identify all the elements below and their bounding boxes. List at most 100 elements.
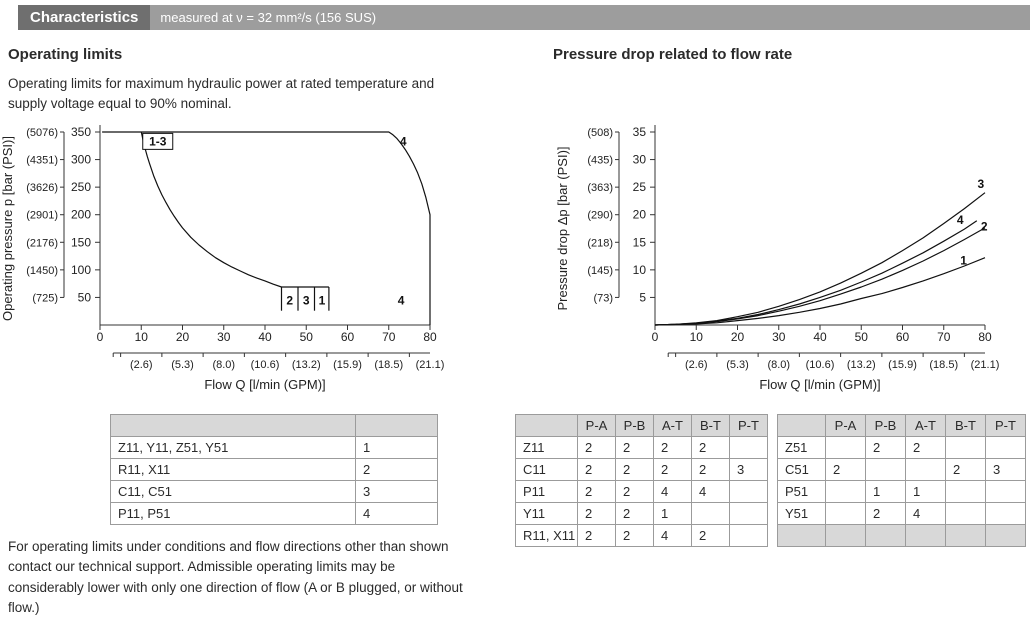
row-label-cell: P11, P51 [110, 502, 356, 525]
value-cell: 2 [691, 458, 730, 481]
table-row: C51 2 2 3 [777, 458, 1026, 481]
row-label-cell: Z11 [515, 436, 578, 459]
table-row: Z51 2 2 [777, 436, 1026, 459]
operating-limits-note: For operating limits under conditions an… [8, 539, 463, 615]
value-cell: 4 [653, 480, 692, 503]
pressure-drop-chart: 5(73)10(145)15(218)20(290)25(363)30(435)… [555, 125, 1000, 392]
svg-text:10: 10 [633, 263, 647, 277]
x-axis-title: Flow Q [l/min (GPM)] [759, 377, 880, 392]
value-cell [945, 524, 986, 547]
svg-text:30: 30 [633, 153, 647, 167]
value-cell: 2 [615, 524, 654, 547]
x-axis-title: Flow Q [l/min (GPM)] [204, 377, 325, 392]
svg-text:(508): (508) [587, 127, 613, 139]
row-label-cell: C51 [777, 458, 826, 481]
table-row: Y51 2 4 [777, 502, 1026, 525]
svg-text:300: 300 [71, 153, 91, 167]
table-row: R11, X11 2 [110, 458, 438, 481]
column-header: P-B [615, 414, 654, 437]
column-header-empty [777, 414, 826, 437]
value-cell: 2 [865, 436, 906, 459]
svg-text:30: 30 [217, 330, 231, 344]
value-cell: 2 [355, 458, 438, 481]
table-row: R11, X11 2 2 4 2 [515, 524, 768, 547]
svg-text:80: 80 [423, 330, 437, 344]
svg-text:200: 200 [71, 208, 91, 222]
svg-text:(363): (363) [587, 182, 613, 194]
value-cell [985, 480, 1026, 503]
operating-limits-chart: 50(725)100(1450)150(2176)200(2901)250(36… [0, 125, 444, 392]
table-row: P11, P51 4 [110, 502, 438, 525]
curve-label-1: 1 [319, 294, 326, 308]
value-cell [905, 524, 946, 547]
curve-label-4: 4 [957, 213, 964, 227]
value-cell: 2 [691, 524, 730, 547]
svg-text:150: 150 [71, 235, 91, 249]
series-curve-3 [654, 192, 986, 326]
value-cell: 2 [653, 458, 692, 481]
svg-text:50: 50 [300, 330, 314, 344]
svg-text:5: 5 [639, 290, 646, 304]
column-header: P-T [729, 414, 768, 437]
row-label-cell: C11 [515, 458, 578, 481]
value-cell: 3 [985, 458, 1026, 481]
table-row [777, 524, 1026, 547]
table-row: C11, C51 3 [110, 480, 438, 503]
curve-label-2: 2 [286, 294, 293, 308]
row-label-cell: Z51 [777, 436, 826, 459]
svg-text:35: 35 [633, 125, 647, 139]
value-cell [945, 502, 986, 525]
column-header: B-T [945, 414, 986, 437]
value-cell: 2 [905, 436, 946, 459]
column-header: B-T [691, 414, 730, 437]
table-row: P51 1 1 [777, 480, 1026, 503]
svg-text:(2.6): (2.6) [130, 359, 153, 371]
svg-text:10: 10 [135, 330, 149, 344]
svg-text:(15.9): (15.9) [888, 359, 917, 371]
table-header-row [110, 414, 438, 437]
pressure-drop-table-11-series: P-A P-B A-T B-T P-T Z11 2 2 2 2 C11 2 2 2 2 3 P11 2 2 4 4 Y11… [515, 414, 768, 547]
column-header-empty [110, 414, 356, 437]
svg-text:20: 20 [731, 330, 745, 344]
curve-label-3: 3 [978, 177, 985, 191]
svg-text:(5.3): (5.3) [171, 359, 194, 371]
value-cell: 2 [653, 436, 692, 459]
svg-text:350: 350 [71, 125, 91, 139]
svg-text:(10.6): (10.6) [806, 359, 835, 371]
svg-text:(145): (145) [587, 265, 613, 277]
svg-text:30: 30 [772, 330, 786, 344]
series-curve-2 [654, 227, 986, 326]
value-cell [825, 436, 866, 459]
svg-text:70: 70 [382, 330, 396, 344]
svg-text:(8.0): (8.0) [212, 359, 235, 371]
value-cell: 3 [355, 480, 438, 503]
svg-text:100: 100 [71, 263, 91, 277]
svg-text:0: 0 [652, 330, 659, 344]
value-cell [985, 502, 1026, 525]
value-cell: 1 [905, 480, 946, 503]
value-cell: 2 [577, 436, 616, 459]
y-axis-title: Operating pressure p [bar (PSI)] [0, 136, 15, 321]
table-row: Y11 2 2 1 [515, 502, 768, 525]
svg-text:(13.2): (13.2) [847, 359, 876, 371]
table-header-row: P-A P-B A-T B-T P-T [777, 414, 1026, 437]
value-cell: 2 [577, 524, 616, 547]
value-cell: 2 [577, 458, 616, 481]
svg-text:(435): (435) [587, 155, 613, 167]
svg-text:(13.2): (13.2) [292, 359, 321, 371]
column-header: P-A [825, 414, 866, 437]
value-cell [729, 480, 768, 503]
row-label-cell: Y51 [777, 502, 826, 525]
value-cell [905, 458, 946, 481]
operating-limits-heading: Operating limits [8, 46, 123, 63]
svg-text:70: 70 [937, 330, 951, 344]
svg-text:(5076): (5076) [26, 127, 58, 139]
svg-text:50: 50 [855, 330, 869, 344]
row-label-cell: P51 [777, 480, 826, 503]
column-header: A-T [653, 414, 692, 437]
svg-text:(21.1): (21.1) [971, 359, 1000, 371]
value-cell: 2 [615, 458, 654, 481]
table-row: C11 2 2 2 2 3 [515, 458, 768, 481]
svg-text:(3626): (3626) [26, 182, 58, 194]
